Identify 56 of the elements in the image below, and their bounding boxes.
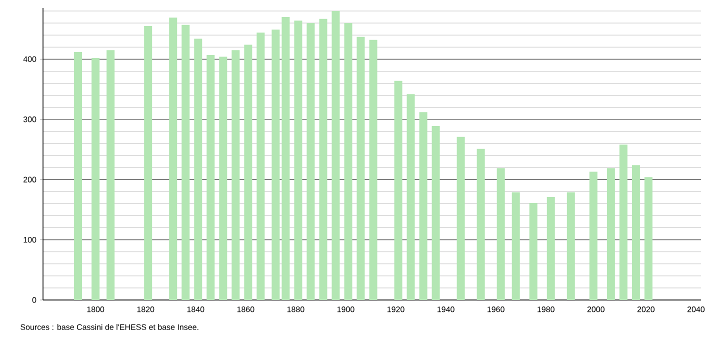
bar xyxy=(394,80,402,300)
bar xyxy=(344,23,352,300)
bar xyxy=(512,192,520,300)
bar xyxy=(306,23,315,300)
bar xyxy=(419,112,428,300)
bar xyxy=(644,177,652,300)
bar xyxy=(294,20,302,300)
x-tick-label: 1940 xyxy=(438,306,454,312)
bar xyxy=(232,50,240,300)
x-tick-label: 1900 xyxy=(337,306,354,312)
bar xyxy=(256,32,265,300)
x-tick-label: 2040 xyxy=(688,306,705,312)
bar xyxy=(406,94,415,300)
y-tick-label: 300 xyxy=(23,116,36,122)
x-tick-label: 2000 xyxy=(587,306,605,312)
x-tick-label: 1880 xyxy=(287,306,304,312)
bar xyxy=(619,144,628,300)
bar xyxy=(632,165,640,300)
x-tick-label: 1920 xyxy=(387,306,404,312)
bar xyxy=(432,126,440,300)
bar xyxy=(476,148,485,300)
bar xyxy=(144,26,152,300)
x-tick-label: 1980 xyxy=(538,306,554,312)
y-tick-label: 400 xyxy=(23,56,36,62)
bar xyxy=(169,18,178,300)
x-tick-label: 1820 xyxy=(137,306,154,312)
x-tick-label: 1800 xyxy=(87,306,104,312)
bar xyxy=(282,17,290,300)
source-note: Sources : base Cassini de l'EHESS et base Insee. xyxy=(20,324,198,330)
bar xyxy=(356,36,365,300)
bar xyxy=(106,50,115,300)
bar xyxy=(606,168,615,300)
bar xyxy=(546,197,555,300)
y-tick-label: 200 xyxy=(24,176,36,182)
bar xyxy=(456,136,465,300)
bar xyxy=(182,24,190,300)
bar xyxy=(92,58,100,300)
y-tick-label: 100 xyxy=(24,236,36,243)
bar xyxy=(74,52,82,300)
bar xyxy=(566,192,575,300)
bar xyxy=(206,54,215,300)
bar xyxy=(244,44,252,300)
x-tick-label: 2020 xyxy=(637,306,655,312)
bar xyxy=(589,172,598,300)
x-tick-label: 1840 xyxy=(187,306,204,312)
bar xyxy=(496,168,505,300)
bar xyxy=(219,56,228,300)
bar xyxy=(369,40,378,300)
x-tick-label: 1860 xyxy=(237,306,254,312)
bar xyxy=(529,203,538,300)
x-tick-label: 1960 xyxy=(488,306,504,312)
bar xyxy=(319,18,328,300)
bar xyxy=(272,30,280,300)
y-tick-label: 0 xyxy=(32,297,36,303)
bar xyxy=(332,11,340,300)
bar xyxy=(194,38,202,300)
